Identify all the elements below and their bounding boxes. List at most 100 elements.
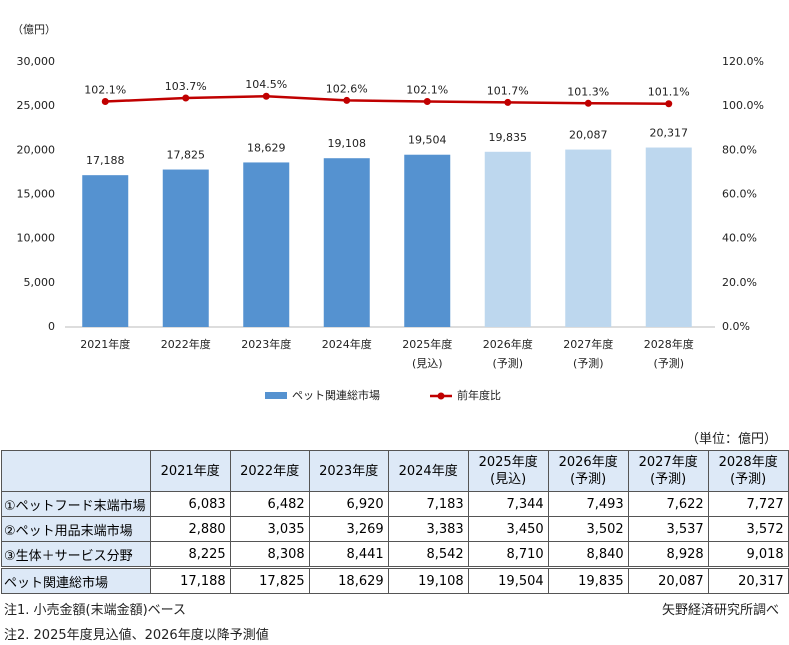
line-point [101, 98, 109, 106]
line-point [423, 98, 431, 106]
bar [243, 162, 290, 327]
chart: （億円） 0 5,000 10,000 15,000 20,000 25,000 30,00… [12, 23, 764, 402]
line-point [262, 92, 270, 100]
note: 注2. 2025年度見込値、2026年度以降予測値 [4, 628, 269, 643]
table-row-label: ②ペット用品末端市場 [1, 516, 151, 542]
y-tick-label: 5,000 [24, 276, 56, 289]
bar-value-label: 19,108 [328, 137, 367, 150]
y-tick-label: 25,000 [17, 99, 56, 112]
legend-label: 前年度比 [457, 388, 501, 402]
table-row-label: ペット関連総市場 [1, 566, 151, 594]
line-value-label: 102.6% [326, 82, 368, 95]
table-cell: 8,441 [308, 541, 389, 568]
bar-value-label: 19,835 [489, 131, 528, 144]
line-point [182, 94, 190, 102]
table-header-text: (予測) [650, 472, 687, 487]
table-cell: 3,383 [387, 516, 469, 542]
table-header-text: (見込) [490, 472, 527, 487]
table-header-text: (予測) [730, 472, 767, 487]
y2-tick-label: 60.0% [722, 188, 757, 201]
line-value-label: 102.1% [84, 84, 126, 97]
bar-value-label: 20,317 [650, 127, 689, 140]
y-tick-label: 20,000 [17, 143, 56, 156]
table-header-text: 2025年度 [478, 455, 538, 470]
x-tick-label: 2024年度 [322, 337, 372, 351]
table-cell: 3,537 [627, 516, 709, 542]
table-header-text: 2022年度 [240, 463, 300, 479]
bar [645, 147, 692, 327]
y-tick-label: 15,000 [17, 188, 56, 201]
table-row: ②ペット用品末端市場 2,880 3,035 3,269 3,383 3,450 3,502… [1, 516, 789, 542]
x-tick-label: (見込) [412, 357, 443, 370]
table-cell: 19,504 [467, 566, 549, 594]
x-tick-label: 2026年度 [483, 337, 533, 351]
table-header-row: 2021年度 2022年度 2023年度 2024年度 2025年度 (見込) 2026年度… [1, 450, 789, 492]
x-tick-label: 2021年度 [80, 337, 130, 351]
table-header-text: 2028年度 [718, 455, 778, 470]
table-cell: 17,188 [149, 566, 231, 594]
x-tick-label: 2028年度 [644, 337, 694, 351]
x-tick-label: 2025年度 [402, 337, 452, 351]
x-tick-label: (予測) [573, 356, 604, 370]
line-value-label: 103.7% [165, 80, 207, 93]
line-value-label: 101.1% [648, 86, 690, 99]
line-value-label: 101.3% [567, 85, 609, 98]
table-cell: 3,572 [707, 516, 789, 542]
table-row: ペット関連総市場 17,188 17,825 18,629 19,108 19,504 19… [1, 566, 789, 594]
bar-value-label: 17,825 [167, 149, 206, 162]
y2-tick-label: 120.0% [722, 55, 764, 68]
table-cell: 3,035 [229, 516, 310, 542]
line-value-label: 104.5% [245, 78, 287, 91]
data-table: 2021年度 2022年度 2023年度 2024年度 2025年度 (見込) 2026年度… [1, 450, 789, 594]
table-header-cell: 2024年度 [387, 450, 469, 492]
table-cell: 3,269 [308, 516, 389, 542]
x-tick-label: 2022年度 [161, 337, 211, 351]
bar [323, 158, 370, 327]
bar-value-label: 20,087 [569, 129, 608, 142]
table-header-text: (予測) [570, 472, 607, 487]
table-header-cell: 2021年度 [149, 450, 231, 492]
table-cell: 19,108 [387, 566, 469, 594]
table-cell: 8,542 [387, 541, 469, 568]
legend-label: ペット関連総市場 [292, 388, 380, 402]
table-cell: 8,225 [149, 541, 231, 568]
bar [484, 151, 531, 327]
table-cell: 7,183 [387, 491, 469, 517]
bar [162, 169, 209, 327]
bar-value-label: 17,188 [86, 154, 125, 167]
table-cell: 6,083 [149, 491, 231, 517]
legend-swatch [437, 392, 445, 400]
table-header-cell: 2023年度 [308, 450, 389, 492]
table-cell: 9,018 [707, 541, 789, 568]
y2-tick-label: 0.0% [722, 320, 750, 333]
table-cell: 8,308 [229, 541, 310, 568]
y2-tick-label: 100.0% [722, 99, 764, 112]
table-cell: 18,629 [308, 566, 389, 594]
table-header-text: 2024年度 [398, 463, 458, 479]
y-axis-label: （億円） [12, 23, 56, 36]
table-header-text: 2027年度 [638, 455, 698, 470]
x-tick-label: 2027年度 [563, 337, 613, 351]
table-cell: 7,727 [707, 491, 789, 517]
bar [565, 149, 612, 327]
x-tick-label: (予測) [492, 356, 523, 370]
table-header-text: 2021年度 [160, 463, 220, 479]
bar [82, 175, 129, 327]
table-cell: 7,344 [467, 491, 549, 517]
table-header-cell: 2028年度 (予測) [707, 450, 789, 492]
table-row: ③生体＋サービス分野 8,225 8,308 8,441 8,542 8,710 8,840… [1, 541, 789, 568]
bar-value-label: 18,629 [247, 141, 286, 154]
y2-tick-label: 80.0% [722, 143, 757, 156]
table-cell: 8,840 [547, 541, 629, 568]
y-tick-label: 0 [48, 320, 55, 333]
y2-tick-label: 20.0% [722, 276, 757, 289]
table-cell: 3,450 [467, 516, 549, 542]
table-row-label: ①ペットフード末端市場 [1, 491, 151, 517]
table-row-label: ③生体＋サービス分野 [1, 541, 151, 568]
table-header-text: 2023年度 [319, 463, 379, 479]
table-cell: 6,482 [229, 491, 310, 517]
table-cell: 2,880 [149, 516, 231, 542]
x-tick-label: 2023年度 [241, 337, 291, 351]
line [105, 94, 669, 105]
table-cell: 8,710 [467, 541, 549, 568]
